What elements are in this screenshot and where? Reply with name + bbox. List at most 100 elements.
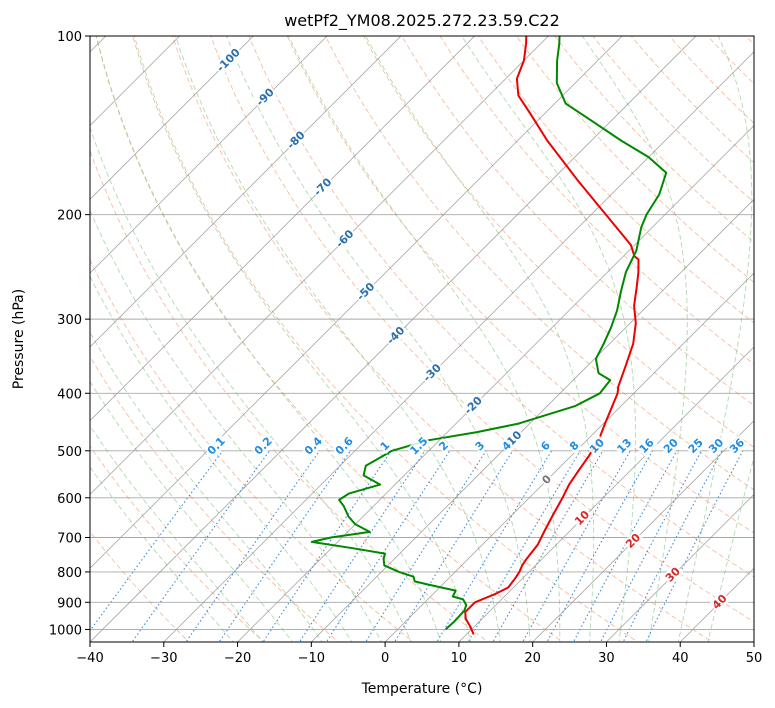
isotherm-line [90,36,181,127]
moist-adiabat-line [90,275,353,642]
isotherm-label-bg [461,392,486,418]
mixing-ratio-line [467,450,581,642]
moist-adiabat-label-bg [538,471,555,488]
dry-adiabat-line [90,355,340,642]
mixing-ratio-line [298,450,426,642]
x-axis-label: Temperature (°C) [361,681,483,697]
mixing-ratio-label: 16 [637,436,657,456]
mixing-ratio-line [325,450,451,642]
dry-adiabat-line [668,36,754,124]
plot-data [310,36,668,635]
moist-adiabat-label: 40 [710,592,730,612]
moist-adiabat-line [677,36,753,642]
mixing-ratio-line [131,450,271,642]
x-tick-label: 0 [381,651,389,666]
plot-labels: -100-90-80-70-60-50-40-30-20-100.1 0.2 0.4… [204,44,749,613]
isotherm-label-bg [353,279,379,304]
dry-adiabat-line [286,36,754,534]
mixing-ratio-line [365,450,487,642]
chart-title: wetPf2_YM08.2025.272.23.59.C22 [284,11,560,31]
dry-adiabat-line [90,445,265,642]
mixing-ratio-label: 13 [614,436,634,456]
isotherm-line [90,36,476,422]
isotherm-label-bg [383,322,409,348]
isotherm-line [753,641,754,642]
isotherm-line [384,272,754,642]
mixing-ratio-line [645,450,744,642]
dry-adiabat-line [248,36,754,578]
mixing-ratio-label: 0.4 [302,434,325,457]
isotherm-label: -70 [311,175,334,198]
mixing-ratio-label-bg [251,433,276,459]
mixing-ratio-label-bg [685,435,707,457]
y-tick-label: 600 [57,492,82,507]
mixing-ratio-label: 30 [706,436,726,456]
mixing-ratio-line [90,450,224,632]
x-tick-label: 40 [672,651,689,666]
moist-adiabat-line [90,209,382,642]
isotherm-line [90,36,550,496]
y-tick-label: 100 [57,30,82,45]
isotherm-line [90,36,402,348]
mixing-ratio-label-bg [498,437,515,455]
dry-adiabat-line [90,531,190,642]
y-axis: 1000 900 800 700 600 500 400 300 200 100 [49,30,90,638]
y-tick-label: 200 [57,209,82,224]
mixing-ratio-label-bg [635,435,658,457]
mixing-ratio-label-bg [705,435,728,457]
isotherm-label: -20 [462,394,485,417]
mixing-ratio-label-bg [406,433,432,459]
mixing-ratio-label-bg [204,433,229,459]
mixing-ratio-line [492,450,604,642]
moist-adiabat-line [90,125,412,642]
mixing-ratio-line [393,450,514,642]
mixing-ratio-label-bg [537,437,554,455]
mixing-ratio-label-bg [435,438,452,455]
mixing-ratio-label-bg [377,438,394,455]
mixing-ratio-label-bg [472,438,489,455]
mixing-ratio-label: 0.1 [205,435,228,458]
moist-adiabat-label: 30 [663,564,683,584]
mixing-ratio-label: 1.5 [407,435,430,458]
y-tick-label: 800 [57,566,82,581]
dry-adiabat-line [363,36,754,448]
x-tick-label: 20 [524,651,541,666]
isotherm-label: -80 [284,128,307,151]
x-tick-label: 30 [598,651,615,666]
mixing-ratio-label-bg [726,435,749,457]
dry-adiabat-line [324,36,754,491]
mixing-ratio-line [262,450,392,642]
temperature-profile-line [464,36,640,635]
moist-adiabat-line [174,36,501,642]
isotherm-label: -60 [333,227,356,250]
moist-adiabat-label-bg [662,563,684,586]
mixing-ratio-label: 25 [686,436,706,456]
moist-adiabat-label-bg [708,590,731,613]
dry-adiabat-line [515,36,754,284]
isotherm-line [90,36,254,200]
dry-adiabat-line [706,36,754,85]
x-tick-label: −30 [150,651,177,666]
isotherm-label-bg [419,360,445,386]
isotherm-line [458,346,754,642]
isotherm-label-bg [213,44,244,76]
x-tick-label: −10 [298,651,325,666]
mixing-ratio-line [622,450,723,642]
mixing-ratio-line [185,450,321,642]
dry-adiabat-line [90,149,489,642]
y-tick-label: 700 [57,532,82,547]
dry-adiabat-line [477,36,754,324]
isotherm-line [236,124,754,642]
isotherm-line [310,198,754,642]
moist-adiabat-label-bg [622,529,645,552]
x-tick-label: −20 [224,651,251,666]
moist-adiabat-line [90,425,264,642]
moist-adiabat-line [90,380,293,642]
mixing-ratio-line [599,450,702,642]
y-tick-label: 1000 [49,623,82,638]
x-tick-label: −40 [76,651,103,666]
x-tick-label: 50 [746,651,763,666]
y-tick-label: 300 [57,313,82,328]
y-axis-label: Pressure (hPa) [11,289,27,389]
